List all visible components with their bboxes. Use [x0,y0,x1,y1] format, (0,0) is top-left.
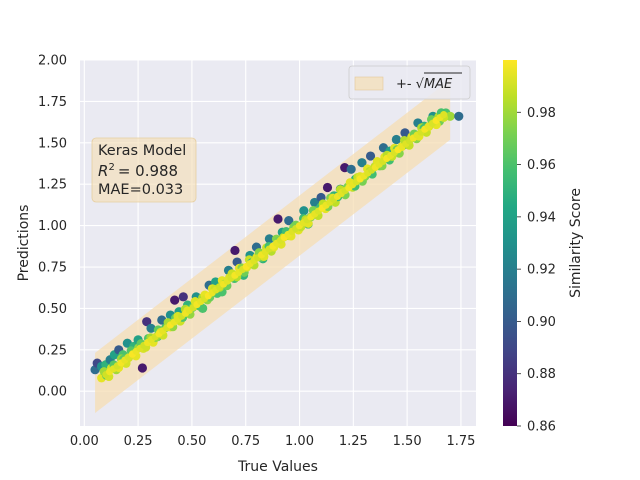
y-tick-label: 2.00 [38,54,67,69]
legend-box [348,65,471,100]
annotation-r2-symbol: R [98,162,108,180]
colorbar: 0.86 0.88 0.90 0.92 0.94 0.96 0.98 Similarity … [503,60,584,435]
scatter-point [322,182,333,193]
x-tick-label: 1.50 [393,434,422,449]
y-tick-label: 1.75 [38,95,67,110]
model-annotation: Keras Model R2 = 0.988 MAE=0.033 [91,137,197,203]
annotation-box [91,137,197,203]
scatter-point [365,151,376,161]
x-tick-label: 0.50 [177,434,206,449]
legend-label-prefix: +- [396,77,412,92]
x-tick-label: 1.75 [446,434,475,449]
x-tick-label: 0.25 [124,434,153,449]
scatter-point [230,245,240,256]
scatter-point [299,206,309,216]
scatter-point [170,295,180,305]
colorbar-ticks: 0.86 0.88 0.90 0.92 0.94 0.96 0.98 [517,106,556,435]
y-tick-label: 1.00 [38,219,67,234]
scatter-point [284,216,294,226]
colorbar-tick-label: 0.98 [527,106,556,121]
colorbar-tick-label: 0.88 [527,367,556,382]
y-tick-label: 0.25 [38,343,67,358]
colorbar-tick-label: 0.86 [527,420,556,435]
scatter-point [440,111,448,119]
legend: +- √MAE [348,65,471,100]
scatter-point [309,197,320,208]
scatter-point [142,317,152,327]
legend-label-math: √MAE [416,77,453,92]
y-tick-label: 0.00 [38,385,67,400]
legend-label: +- √MAE [396,77,453,92]
scatter-point [273,214,283,224]
y-axis-label: Predictions [16,205,32,282]
legend-swatch [354,76,384,91]
x-axis-label: True Values [237,459,318,475]
colorbar-tick-label: 0.94 [527,210,556,225]
x-tick-label: 0.00 [70,434,99,449]
colorbar-tick-label: 0.96 [527,158,556,173]
x-tick-label: 1.25 [339,434,368,449]
annotation-model-name: Keras Model [98,143,186,159]
grid-lines [80,59,476,426]
scatter-point [391,134,401,145]
colorbar-tick-label: 0.90 [527,315,556,330]
scatter-point [146,323,156,333]
y-tick-label: 1.50 [38,136,67,151]
scatter-point [357,158,367,168]
colorbar-tick-label: 0.92 [527,263,556,278]
annotation-r2-value: = 0.988 [118,162,178,180]
fit-line-layer [97,108,449,383]
y-tick-label: 1.25 [38,178,67,193]
y-tick-label: 0.75 [38,261,67,276]
annotation-mae: MAE=0.033 [98,182,183,198]
x-tick-labels: 0.00 0.25 0.50 0.75 1.00 1.25 1.50 1.75 [70,434,476,449]
scatter-point [400,128,410,138]
scatter-point [178,292,188,302]
scatter-point [346,164,356,174]
scatter-point [454,111,464,121]
annotation-r2: R2 = 0.988 [98,162,178,180]
x-tick-label: 1.00 [285,434,314,449]
annotation-r2-exponent: 2 [108,162,114,173]
scatter-point [137,363,148,373]
scatter-point [264,234,274,244]
colorbar-label: Similarity Score [568,188,584,298]
y-tick-label: 0.50 [38,302,67,317]
x-tick-label: 0.75 [231,434,260,449]
y-tick-labels: 0.00 0.25 0.50 0.75 1.00 1.25 1.50 1.75 2.00 [38,54,67,400]
colorbar-gradient [503,60,517,426]
